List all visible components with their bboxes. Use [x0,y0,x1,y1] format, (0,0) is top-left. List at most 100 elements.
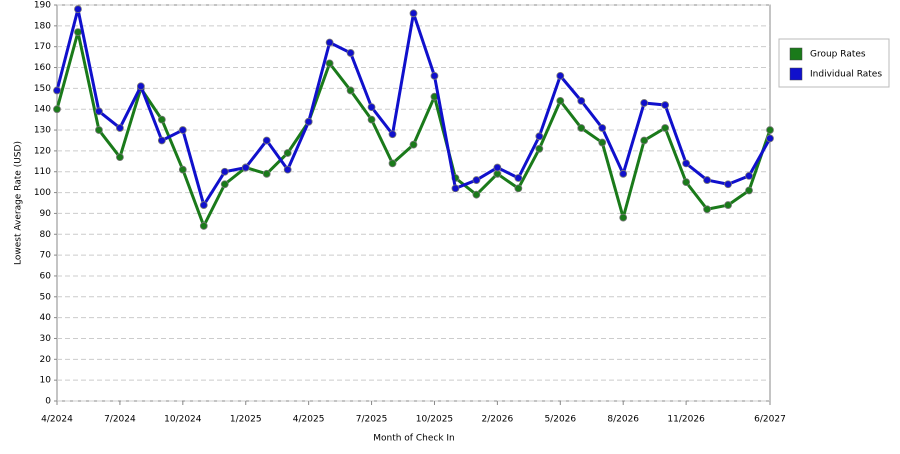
x-tick-label: 10/2024 [164,415,202,425]
data-point [304,117,313,126]
x-tick-label: 2/2026 [482,415,514,425]
data-point [367,103,376,112]
data-point [661,124,670,132]
y-tick-label: 60 [40,271,52,281]
data-point [325,38,334,47]
y-tick-label: 180 [34,21,51,31]
data-point [74,28,82,36]
data-point [346,86,355,95]
data-point [640,136,649,145]
y-tick-label: 120 [34,146,51,156]
y-tick-label: 100 [34,188,51,198]
data-point [766,126,774,134]
data-point [262,136,271,145]
data-point [95,126,103,134]
y-tick-label: 20 [40,355,52,365]
x-tick-label: 4/2025 [293,415,325,425]
data-point [178,165,187,174]
y-tick-label: 70 [40,251,52,261]
data-point [493,163,502,172]
y-tick-label: 40 [40,313,52,323]
data-point [472,190,481,199]
data-point [598,138,607,147]
y-tick-label: 150 [34,84,51,94]
y-tick-label: 160 [34,63,51,73]
data-point [514,174,523,182]
data-point [283,149,292,157]
data-point [703,176,711,184]
y-tick-label: 10 [40,376,52,386]
data-point [745,186,753,195]
data-point [346,49,355,57]
data-point [388,159,397,168]
data-point [724,180,732,189]
data-point [619,169,628,178]
data-point [157,136,166,145]
x-tick-label: 10/2025 [416,415,453,425]
legend-label: Individual Rates [810,70,882,80]
y-axis-label: Lowest Average Rate (USD) [14,141,24,265]
data-point [472,176,481,184]
data-point [388,130,397,139]
data-point [640,99,649,107]
data-point [556,71,565,80]
data-point [53,105,61,114]
data-point [451,184,460,193]
y-tick-label: 0 [45,397,51,407]
data-point [430,71,439,80]
data-point [74,5,82,14]
data-point [199,201,208,209]
data-point [682,159,691,168]
data-point [409,140,418,149]
data-point [703,205,711,214]
data-point [535,132,544,141]
legend-swatch [789,47,803,61]
plot-area [56,4,771,402]
data-point [598,124,607,132]
data-point [661,101,670,109]
x-tick-label: 7/2025 [356,415,388,425]
y-tick-label: 130 [34,126,51,136]
data-point [556,96,565,105]
x-tick-label: 4/2024 [41,415,73,425]
data-point [95,107,103,116]
y-tick-label: 190 [34,1,51,11]
data-point [220,167,229,176]
data-point [262,169,271,178]
data-point [157,115,166,124]
data-point [724,201,732,209]
x-tick-label: 5/2026 [544,415,576,425]
data-point [577,124,586,132]
y-tick-label: 90 [40,209,52,219]
data-point [514,184,523,193]
x-tick-label: 7/2024 [104,415,136,425]
y-tick-label: 80 [40,230,52,240]
y-tick-label: 30 [40,334,52,344]
x-tick-label: 11/2026 [667,415,705,425]
data-point [136,82,145,91]
data-point [53,86,61,95]
data-point [577,96,586,105]
x-tick-label: 8/2026 [607,415,639,425]
data-point [619,213,628,222]
legend-label: Group Rates [810,50,866,60]
y-tick-label: 170 [34,42,51,52]
data-point [682,178,691,187]
data-point [325,59,334,68]
data-point [220,180,229,189]
data-point [535,144,544,153]
data-point [116,153,124,162]
data-point [367,115,376,124]
data-point [199,222,208,230]
x-axis-label: Month of Check In [373,434,455,444]
y-tick-label: 110 [34,167,51,177]
legend-swatch [789,67,803,81]
data-point [409,9,418,18]
data-point [745,172,753,180]
y-tick-label: 140 [34,105,51,115]
data-point [241,163,250,172]
data-point [178,126,187,134]
data-point [766,134,774,143]
x-tick-label: 1/2025 [230,415,262,425]
